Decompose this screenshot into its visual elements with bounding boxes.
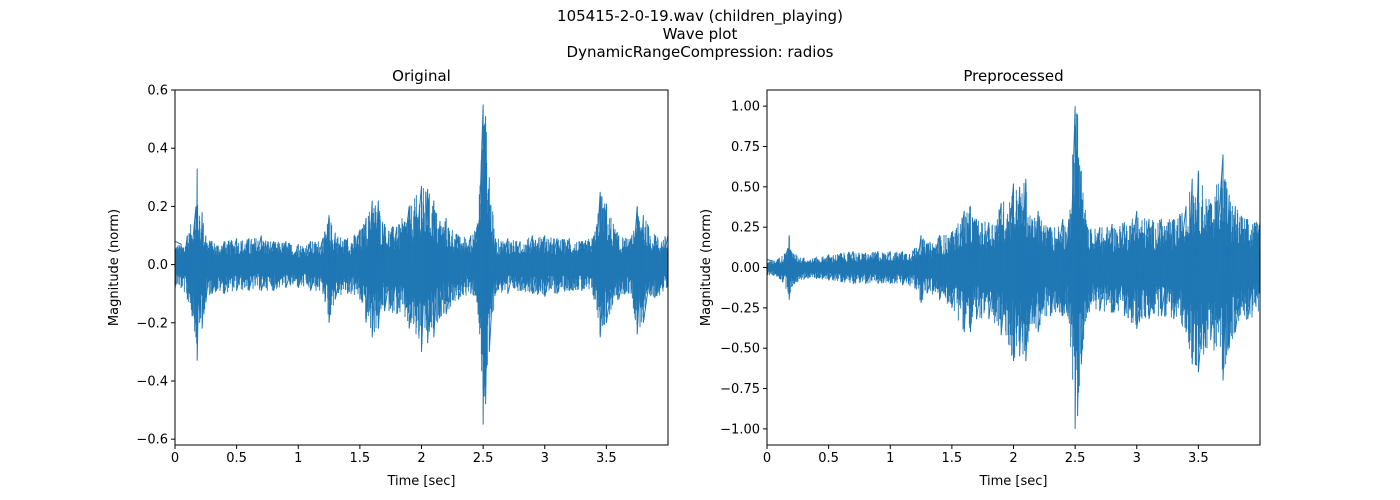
- preprocessed-xtick-label: 1: [886, 451, 894, 466]
- preprocessed-ytick-label: 0.50: [731, 180, 760, 195]
- preprocessed-ylabel: Magnitude (norm): [699, 209, 714, 326]
- preprocessed-xtick-label: 3: [1133, 451, 1141, 466]
- original-ytick-label: −0.2: [136, 316, 168, 331]
- preprocessed-xtick-label: 2: [1009, 451, 1017, 466]
- preprocessed-ytick-label: 0.75: [731, 140, 760, 155]
- preprocessed-xtick-label: 3.5: [1188, 451, 1209, 466]
- original-ytick-label: −0.6: [136, 433, 168, 448]
- original-ytick-label: 0.0: [147, 258, 168, 273]
- figure-title-line-2: Wave plot: [662, 25, 738, 43]
- original-ytick-label: −0.4: [136, 374, 168, 389]
- preprocessed-ytick-label: −1.00: [720, 422, 760, 437]
- original-panel: [175, 104, 668, 425]
- figure-title-line-3: DynamicRangeCompression: radios: [566, 43, 834, 61]
- preprocessed-xlabel: Time [sec]: [978, 474, 1047, 489]
- original-ytick-label: 0.2: [147, 200, 168, 215]
- preprocessed-waveform-peaks: [767, 106, 1260, 429]
- preprocessed-ytick-label: −0.75: [720, 382, 760, 397]
- preprocessed-ytick-label: 0.25: [731, 221, 760, 236]
- preprocessed-xtick-label: 1.5: [942, 451, 963, 466]
- preprocessed-panel: [767, 106, 1260, 429]
- original-xtick-label: 0: [171, 451, 179, 466]
- preprocessed-xtick-label: 0.5: [818, 451, 839, 466]
- original-title: Original: [392, 67, 451, 85]
- figure-title-line-1: 105415-2-0-19.wav (children_playing): [557, 7, 843, 25]
- original-xtick-label: 0.5: [226, 451, 247, 466]
- preprocessed-ytick-label: 1.00: [731, 100, 760, 115]
- original-xtick-label: 2: [417, 451, 425, 466]
- original-xtick-label: 3.5: [596, 451, 617, 466]
- original-xtick-label: 2.5: [473, 451, 494, 466]
- preprocessed-title: Preprocessed: [963, 67, 1063, 85]
- original-xtick-label: 1.5: [350, 451, 371, 466]
- original-waveform-peaks: [175, 104, 668, 425]
- preprocessed-ytick-label: −0.50: [720, 342, 760, 357]
- original-ytick-label: 0.6: [147, 84, 168, 99]
- original-xtick-label: 1: [294, 451, 302, 466]
- preprocessed-ytick-label: −0.25: [720, 301, 760, 316]
- original-waveform: [175, 122, 668, 397]
- preprocessed-ytick-label: 0.00: [731, 261, 760, 276]
- original-xtick-label: 3: [541, 451, 549, 466]
- preprocessed-xtick-label: 0: [763, 451, 771, 466]
- original-xlabel: Time [sec]: [386, 474, 455, 489]
- preprocessed-xtick-label: 2.5: [1065, 451, 1086, 466]
- original-ytick-label: 0.4: [147, 142, 168, 157]
- original-ylabel: Magnitude (norm): [107, 209, 122, 326]
